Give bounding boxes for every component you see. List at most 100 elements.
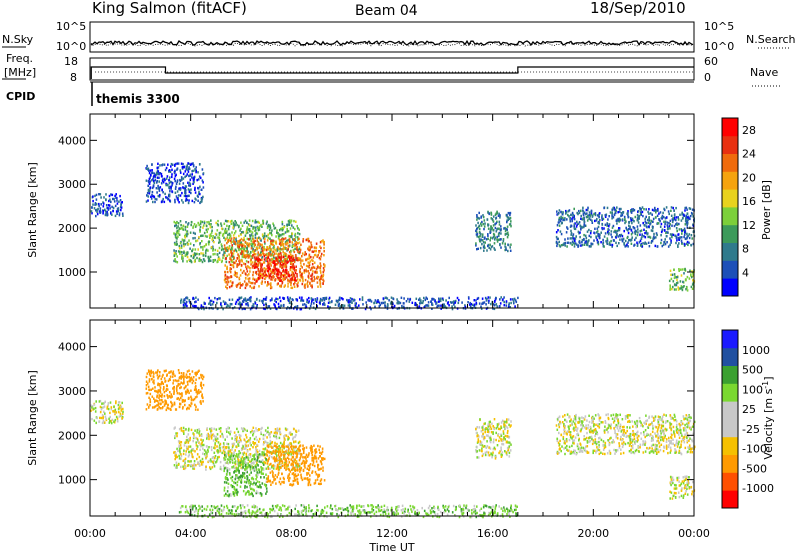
scatter-cell <box>153 180 155 183</box>
scatter-cell <box>296 236 299 239</box>
scatter-cell <box>248 453 250 457</box>
scatter-cell <box>165 400 167 403</box>
scatter-cell <box>593 232 596 235</box>
scatter-cell <box>165 166 168 170</box>
scatter-cell <box>106 405 109 408</box>
scatter-cell <box>315 242 318 245</box>
scatter-cell <box>258 272 260 275</box>
scatter-cell <box>315 246 317 249</box>
scatter-cell <box>296 248 299 252</box>
scatter-cell <box>297 284 299 287</box>
scatter-cell <box>475 229 477 232</box>
scatter-cell <box>679 287 681 290</box>
scatter-cell <box>182 251 185 254</box>
scatter-cell <box>153 406 156 409</box>
scatter-cell <box>269 259 271 262</box>
scatter-cell <box>279 279 282 282</box>
scatter-cell <box>287 256 289 259</box>
scatter-cell <box>487 301 490 304</box>
scatter-cell <box>246 445 249 448</box>
scatter-cell <box>672 206 674 210</box>
scatter-cell <box>118 406 121 409</box>
scatter-cell <box>674 234 676 237</box>
scatter-cell <box>618 207 621 211</box>
scatter-cell <box>211 229 213 232</box>
scatter-cell <box>215 428 218 431</box>
scatter-cell <box>610 239 612 243</box>
scatter-cell <box>247 465 249 469</box>
scatter-cell <box>146 191 149 195</box>
scatter-cell <box>281 260 283 264</box>
scatter-cell <box>193 433 195 436</box>
scatter-cell <box>106 407 108 410</box>
scatter-cell <box>220 427 222 430</box>
scatter-cell <box>662 211 664 215</box>
scatter-cell <box>176 385 178 388</box>
scatter-cell <box>119 404 122 407</box>
scatter-cell <box>662 243 665 246</box>
scatter-cell <box>163 391 166 394</box>
scatter-cell <box>610 230 613 233</box>
scatter-cell <box>108 194 111 198</box>
scatter-cell <box>267 247 269 251</box>
scatter-cell <box>308 240 310 243</box>
scatter-cell <box>213 465 216 468</box>
scatter-cell <box>327 305 329 308</box>
scatter-cell <box>510 243 512 246</box>
scatter-cell <box>203 220 206 223</box>
scatter-cell <box>195 374 197 377</box>
scatter-cell <box>235 438 238 441</box>
scatter-cell <box>570 229 572 233</box>
scatter-cell <box>498 223 501 226</box>
scatter-cell <box>253 251 256 254</box>
scatter-cell <box>292 263 295 266</box>
scatter-cell <box>252 237 255 240</box>
scatter-cell <box>684 230 686 233</box>
scatter-cell <box>209 223 212 226</box>
scatter-cell <box>338 298 340 302</box>
scatter-cell <box>322 273 325 276</box>
scatter-cell <box>228 276 230 279</box>
scatter-cell <box>196 453 199 456</box>
scatter-cell <box>295 460 298 463</box>
scatter-cell <box>284 276 287 279</box>
scatter-cell <box>483 301 486 304</box>
scatter-cell <box>242 255 244 259</box>
scatter-cell <box>281 238 283 241</box>
scatter-cell <box>635 236 637 240</box>
scatter-cell <box>194 372 197 375</box>
scatter-cell <box>270 282 272 285</box>
scatter-cell <box>431 307 433 310</box>
scatter-cell <box>168 395 171 398</box>
scatter-cell <box>481 233 484 236</box>
scatter-cell <box>212 235 214 238</box>
scatter-cell <box>252 234 254 238</box>
scatter-cell <box>265 256 267 260</box>
scatter-cell <box>176 179 179 182</box>
scatter-cell <box>681 213 683 216</box>
scatter-cell <box>574 237 577 240</box>
scatter-cell <box>286 241 289 244</box>
scatter-cell <box>104 415 107 418</box>
scatter-cell <box>286 269 288 272</box>
scatter-cell <box>199 448 201 451</box>
scatter-cell <box>198 307 200 311</box>
scatter-cell <box>485 238 488 241</box>
scatter-cell <box>267 233 269 236</box>
scatter-cell <box>176 221 178 224</box>
scatter-cell <box>246 440 249 443</box>
scatter-cell <box>298 232 301 236</box>
scatter-cell <box>157 172 159 175</box>
scatter-cell <box>178 227 181 230</box>
scatter-cell <box>219 258 221 261</box>
scatter-cell <box>283 273 286 277</box>
scatter-cell <box>270 231 273 235</box>
scatter-cell <box>618 220 620 223</box>
scatter-cell <box>148 373 151 376</box>
scatter-cell <box>318 250 320 253</box>
scatter-cell <box>355 302 357 305</box>
scatter-cell <box>195 436 197 440</box>
scatter-cell <box>509 246 511 249</box>
scatter-cell <box>153 397 155 400</box>
scatter-cell <box>269 299 272 302</box>
